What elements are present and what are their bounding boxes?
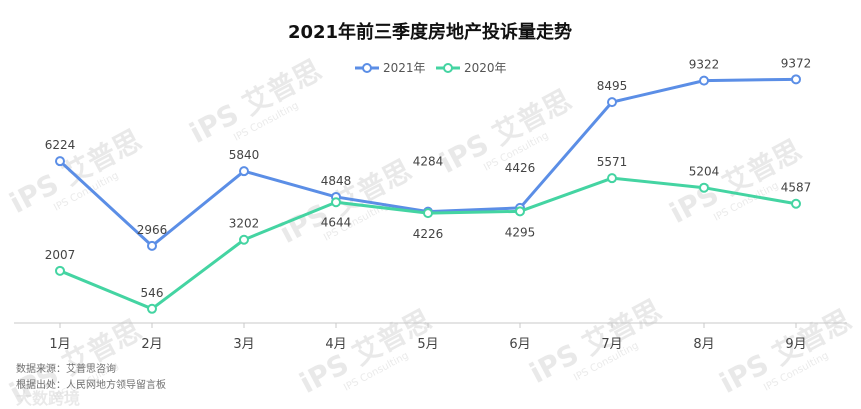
data-point[interactable] [791,198,801,209]
data-label: 3202 [229,217,260,231]
x-tick-label: 9月 [785,337,806,352]
data-label: 4284 [413,155,444,169]
note-text: 根据出处：人民网地方领导留言板 [16,378,166,391]
data-label: 5204 [689,165,720,179]
x-axis: 1月 2月 3月 4月 5月 6月 7月 8月 9月 [14,322,847,352]
data-point[interactable] [699,75,709,86]
legend[interactable]: 2021年 2020年 [355,61,507,75]
data-point[interactable] [607,173,617,184]
x-tick-label: 7月 [601,337,622,352]
svg-text:iPS 艾普思: iPS 艾普思 [524,293,667,390]
legend-item-0[interactable]: 2021年 [355,61,426,75]
data-point[interactable] [55,265,65,276]
data-label: 5571 [597,155,628,169]
data-point[interactable] [239,166,249,177]
legend-item-1[interactable]: 2020年 [436,61,507,75]
x-tick-label: 8月 [693,337,714,352]
data-label: 4295 [505,225,536,239]
svg-text:iPS 艾普思: iPS 艾普思 [294,303,437,400]
data-label: 4848 [321,174,352,188]
data-point[interactable] [515,206,525,217]
series-layer [55,74,801,314]
data-point[interactable] [331,197,341,208]
data-label: 9372 [781,56,812,70]
data-label: 6224 [45,138,76,152]
data-label: 546 [141,286,164,300]
series-1 [55,173,801,314]
footer: 数据来源：艾普思咨询 根据出处：人民网地方领导留言板 [16,362,166,391]
data-label: 2007 [45,248,76,262]
legend-marker [362,63,372,73]
data-label: 4226 [413,227,444,241]
svg-text:iPS 艾普思: iPS 艾普思 [4,123,147,220]
data-point[interactable] [423,208,433,219]
x-tick-label: 5月 [417,337,438,352]
data-point[interactable] [147,303,157,314]
legend-label: 2020年 [464,61,507,75]
data-point[interactable] [239,234,249,245]
data-point[interactable] [607,97,617,108]
corner-watermark: 大数跨境 [16,389,80,408]
data-label: 4644 [321,215,352,229]
data-label: 2966 [137,223,168,237]
data-point[interactable] [791,74,801,85]
legend-label: 2021年 [383,61,426,75]
data-point[interactable] [55,156,65,167]
x-tick-label: 1月 [49,337,70,352]
legend-marker [443,63,453,73]
chart-title: 2021年前三季度房地产投诉量走势 [288,21,572,43]
x-tick-label: 2月 [141,337,162,352]
x-tick-label: 3月 [233,337,254,352]
data-label: 9322 [689,58,720,72]
svg-text:iPS 艾普思: iPS 艾普思 [184,53,327,150]
data-label: 4587 [781,181,812,195]
svg-text:iPS 艾普思: iPS 艾普思 [274,153,417,250]
data-label: 5840 [229,148,260,162]
data-label: 4426 [505,161,536,175]
x-tick-label: 6月 [509,337,530,352]
data-point[interactable] [147,240,157,251]
data-labels-layer: 6224 2966 5840 4848 4284 4426 8495 9322 9372 2007… [45,56,812,299]
source-text: 数据来源：艾普思咨询 [16,362,116,375]
data-point[interactable] [699,182,709,193]
data-label: 8495 [597,79,628,93]
x-tick-label: 4月 [325,337,346,352]
